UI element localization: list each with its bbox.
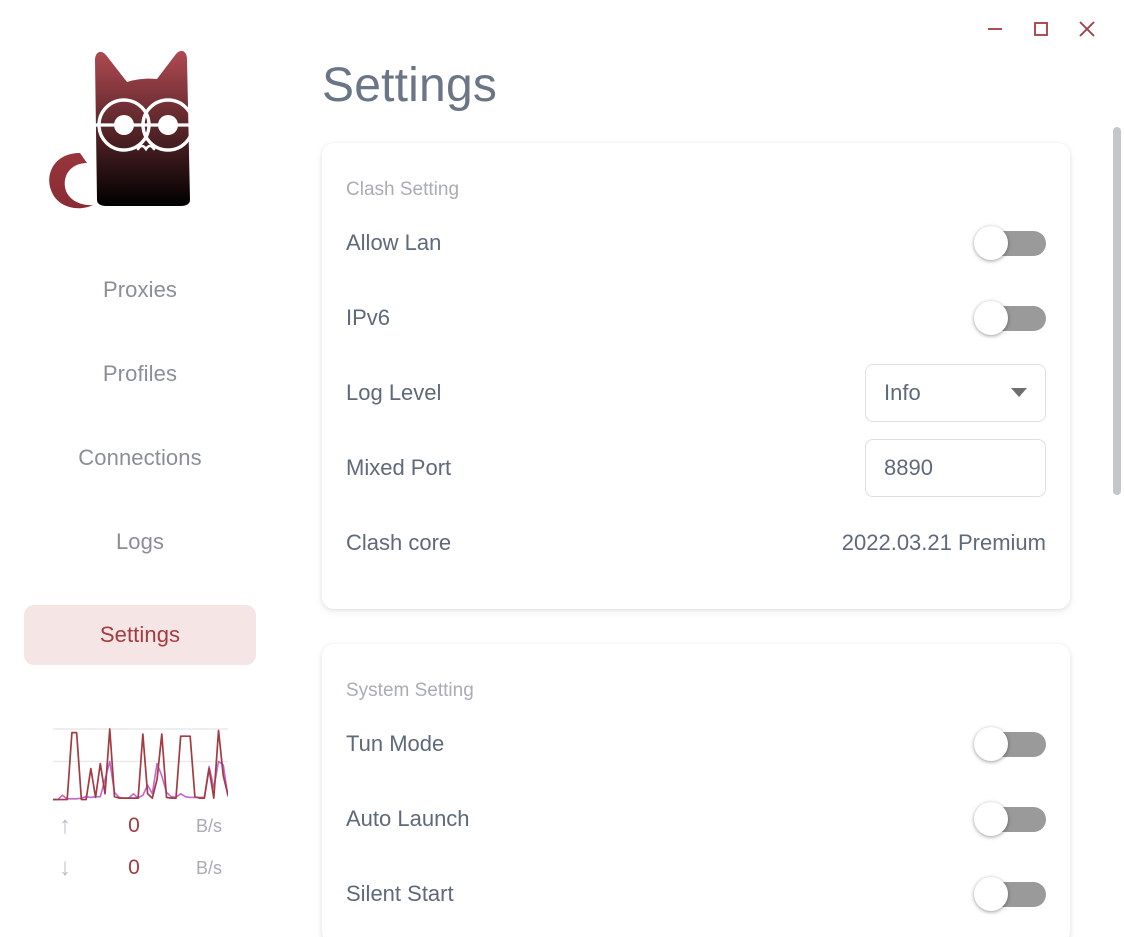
sparkline-upload-series	[52, 728, 228, 801]
sidebar-item-settings[interactable]: Settings	[24, 605, 256, 665]
toggle-knob	[974, 225, 1008, 260]
chevron-down-icon	[1011, 388, 1027, 397]
toggle-silent-start[interactable]	[974, 876, 1046, 911]
scrollbar-thumb[interactable]	[1113, 127, 1121, 495]
row-label-ipv6: IPv6	[346, 304, 391, 330]
row-label-log-level: Log Level	[346, 379, 442, 405]
clash-setting-card-title: Clash Setting	[346, 179, 460, 200]
mixed-port-input[interactable]: 8890	[865, 438, 1046, 497]
sidebar-item-profiles[interactable]: Profiles	[102, 361, 178, 386]
sidebar-nav: Proxies Profiles Connections Logs Settin…	[24, 269, 256, 665]
toggle-ipv6[interactable]	[974, 300, 1046, 335]
row-ipv6: IPv6	[346, 280, 1046, 355]
log-level-selected-value: Info	[884, 379, 921, 405]
row-label-mixed-port: Mixed Port	[346, 454, 452, 480]
row-label-allow-lan: Allow Lan	[346, 229, 442, 255]
maximize-icon	[1034, 22, 1048, 36]
sidebar-item-proxies[interactable]: Proxies	[102, 277, 178, 302]
row-label-clash-core: Clash core	[346, 529, 452, 555]
traffic-sparkline-chart	[52, 725, 228, 805]
toggle-knob	[974, 801, 1008, 836]
toggle-auto-launch[interactable]	[974, 801, 1046, 836]
row-clash-core: Clash core 2022.03.21 Premium	[346, 505, 1046, 580]
row-label-tun-mode: Tun Mode	[346, 730, 445, 756]
upload-speed-row: ↑ 0 B/s	[40, 805, 240, 847]
upload-speed-unit: B/s	[195, 815, 222, 836]
toggle-knob	[974, 726, 1008, 761]
row-auto-launch: Auto Launch	[346, 781, 1046, 856]
row-label-auto-launch: Auto Launch	[346, 805, 470, 831]
row-label-silent-start: Silent Start	[346, 880, 454, 906]
sparkline-svg	[52, 728, 228, 801]
sidebar-item-logs[interactable]: Logs	[115, 529, 165, 554]
sidebar-item-connections[interactable]: Connections	[78, 445, 202, 470]
upload-speed-value: 0	[128, 814, 140, 837]
row-silent-start: Silent Start	[346, 856, 1046, 931]
traffic-widget: ↑ 0 B/s ↓ 0 B/s	[0, 725, 280, 889]
mixed-port-value: 8890	[884, 454, 933, 480]
main-scrollbar[interactable]	[1110, 0, 1124, 937]
clash-cat-logo	[35, 22, 245, 227]
system-setting-card: System Setting Tun Mode Auto Launch Sile…	[322, 644, 1070, 937]
download-speed-unit: B/s	[195, 857, 222, 878]
row-allow-lan: Allow Lan	[346, 205, 1046, 280]
clash-core-version: 2022.03.21 Premium	[841, 529, 1046, 555]
main-content: Settings Clash Setting Allow Lan IPv6 Lo…	[280, 0, 1124, 937]
download-arrow-icon: ↓	[59, 854, 71, 881]
download-speed-value: 0	[128, 856, 140, 879]
close-icon	[1079, 21, 1095, 37]
system-setting-card-title: System Setting	[346, 680, 474, 701]
row-tun-mode: Tun Mode	[346, 706, 1046, 781]
cat-logo-icon	[49, 50, 225, 209]
row-log-level: Log Level Info	[346, 355, 1046, 430]
toggle-allow-lan[interactable]	[974, 225, 1046, 260]
close-button[interactable]	[1064, 7, 1110, 51]
download-speed-row: ↓ 0 B/s	[40, 847, 240, 889]
toggle-knob	[974, 876, 1008, 911]
clash-setting-card: Clash Setting Allow Lan IPv6 Log Level	[322, 143, 1070, 609]
page-title: Settings	[322, 59, 498, 112]
minimize-button[interactable]	[972, 7, 1018, 51]
maximize-button[interactable]	[1018, 7, 1064, 51]
window-controls	[934, 0, 1124, 58]
sidebar: Proxies Profiles Connections Logs Settin…	[0, 0, 280, 937]
upload-arrow-icon: ↑	[59, 812, 71, 839]
log-level-select[interactable]: Info	[865, 363, 1046, 422]
toggle-knob	[974, 300, 1008, 335]
toggle-tun-mode[interactable]	[974, 726, 1046, 761]
row-mixed-port: Mixed Port 8890	[346, 430, 1046, 505]
minimize-icon	[988, 28, 1002, 30]
